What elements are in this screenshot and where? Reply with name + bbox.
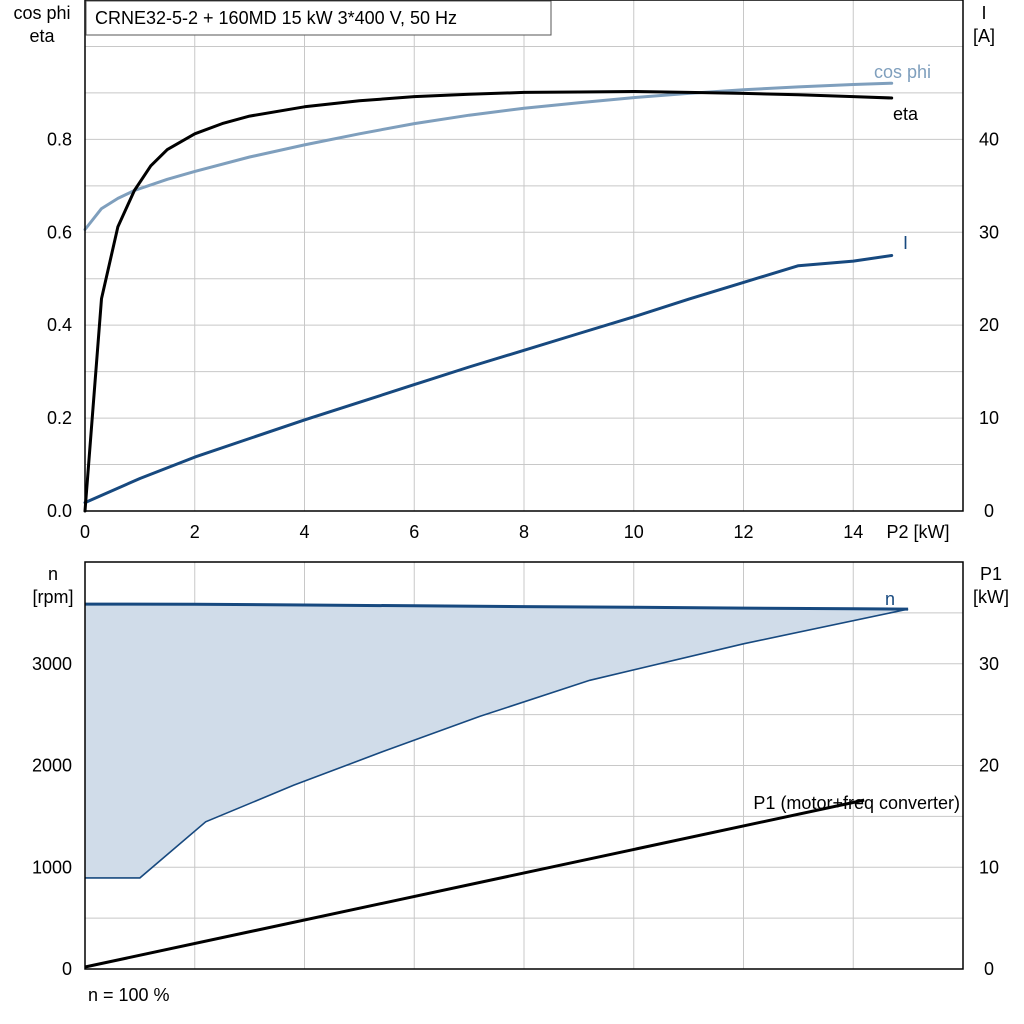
bottom-left-tick-label: 1000 [32,857,72,877]
top-right-tick-label: 40 [979,129,999,149]
top-right-tick-label: 10 [979,408,999,428]
top-left-tick-label: 0.0 [47,501,72,521]
bottom-left-tick-label: 0 [62,959,72,979]
series-line-current [83,254,894,505]
top-left-tick-label: 0.4 [47,315,72,335]
bottom-right-tick-label: 10 [979,857,999,877]
series-line-eta [83,90,894,513]
x-tick-label: 0 [80,522,90,542]
top-right-axis-label-line1: I [981,3,986,23]
top-left-tick-label: 0.8 [47,129,72,149]
series-label-current: I [903,233,908,253]
bottom-tick-labels: 0 1000 2000 3000 0 10 20 30 [32,654,999,979]
x-tick-label: 8 [519,522,529,542]
top-tick-labels: 0 2 4 6 8 10 12 14 0.0 0.2 0.4 0.6 0.8 0 10 20 30 40 [47,129,999,542]
top-right-tick-label: 0 [984,501,994,521]
top-left-tick-label: 0.6 [47,222,72,242]
x-tick-label: 6 [409,522,419,542]
bottom-right-tick-label: 0 [984,959,994,979]
top-left-axis-label-line1: cos phi [13,3,70,23]
x-tick-label: 2 [190,522,200,542]
bottom-left-axis-label-line1: n [48,564,58,584]
bottom-left-tick-label: 3000 [32,654,72,674]
top-left-tick-label: 0.2 [47,408,72,428]
top-left-axis-label-line2: eta [29,26,55,46]
top-right-tick-label: 30 [979,222,999,242]
bottom-left-axis-label-line2: [rpm] [32,587,73,607]
speed-range-band [85,604,909,878]
series-label-cos-phi: cos phi [874,62,931,82]
x-axis-label: P2 [kW] [886,522,949,542]
series-label-eta: eta [893,104,919,124]
chart-title-box [85,0,552,36]
bottom-right-axis-label-line2: [kW] [973,587,1009,607]
top-plot-frame [84,0,964,512]
top-right-tick-label: 20 [979,315,999,335]
speed-power-panel: 0 1000 2000 3000 0 10 20 30 n [rpm] P1 [kW] n P… [32,561,1009,1005]
bottom-left-tick-label: 2000 [32,756,72,776]
series-line-n-min [85,608,909,879]
bottom-right-axis-label-line1: P1 [980,564,1002,584]
bottom-plot-frame [84,561,964,970]
x-tick-label: 4 [299,522,309,542]
top-series-group [83,81,894,513]
series-line-n [84,602,909,611]
series-line-p1 [84,798,865,969]
top-right-axis-label-line2: [A] [973,26,995,46]
x-tick-label: 14 [843,522,863,542]
bottom-series-group [84,602,909,969]
series-label-p1: P1 (motor+freq converter) [753,793,960,813]
efficiency-current-panel: 0 2 4 6 8 10 12 14 0.0 0.2 0.4 0.6 0.8 0 10 20 30 40 CRNE… [13,0,999,542]
bottom-right-tick-label: 30 [979,654,999,674]
series-label-n: n [885,589,895,609]
x-tick-label: 12 [733,522,753,542]
bottom-right-tick-label: 20 [979,756,999,776]
chart-title: CRNE32-5-2 + 160MD 15 kW 3*400 V, 50 Hz [95,8,457,28]
x-tick-label: 10 [624,522,644,542]
speed-footnote: n = 100 % [88,985,170,1005]
